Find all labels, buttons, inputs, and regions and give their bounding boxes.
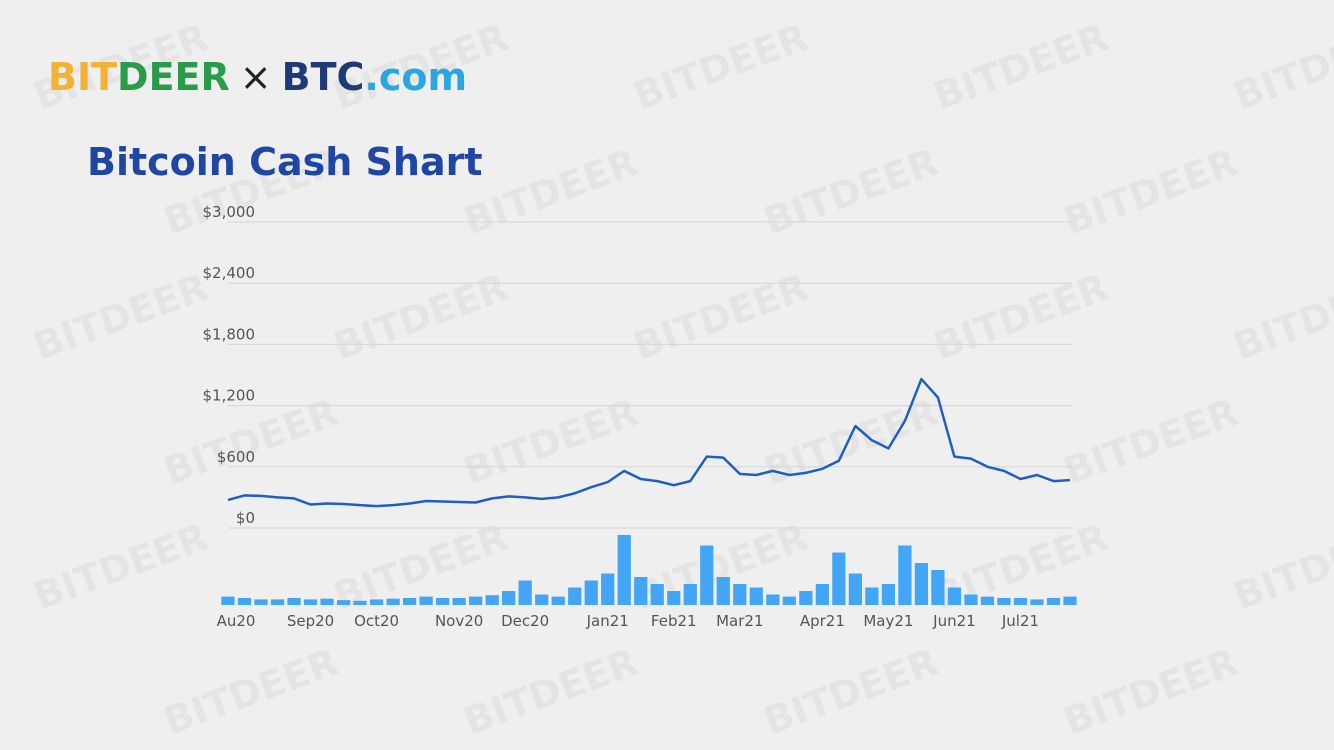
volume-bar	[221, 596, 235, 605]
volume-bar	[700, 545, 714, 605]
y-tick-label: $600	[217, 448, 255, 466]
watermark: BITDEER	[628, 265, 814, 369]
volume-bar	[601, 573, 615, 605]
volume-bar	[980, 596, 995, 605]
volume-bar	[964, 594, 978, 605]
volume-bar	[931, 570, 945, 605]
price-line	[227, 377, 1071, 508]
logo-bit: BIT	[48, 55, 117, 99]
y-tick-label: $1,800	[203, 325, 256, 343]
watermark: BITDEER	[458, 640, 644, 744]
volume-bar	[1063, 596, 1077, 605]
watermark: BITDEER	[1058, 390, 1244, 494]
volume-bar	[848, 573, 862, 605]
watermark: BITDEER	[1228, 15, 1334, 119]
watermark: BITDEER	[928, 265, 1114, 369]
volume-bar	[733, 584, 747, 605]
volume-bar	[452, 598, 466, 605]
volume-bar	[1013, 598, 1028, 605]
y-tick-label: $0	[236, 509, 255, 527]
volume-bar	[634, 577, 648, 605]
volume-bar	[766, 594, 780, 605]
watermark: BITDEER	[758, 140, 944, 244]
watermark: BITDEER	[458, 140, 644, 244]
watermarks: BITDEER BITDEER BITDEER BITDEER BITDEERBITDE…	[28, 15, 1334, 744]
volume-bar	[303, 599, 318, 605]
x-tick-label: Jun21	[932, 612, 976, 630]
watermark: BITDEER	[758, 640, 944, 744]
volume-bar	[667, 591, 681, 605]
volume-bar	[650, 584, 664, 605]
chart-title: Bitcoin Cash Shart	[87, 140, 483, 184]
watermark: BITDEER	[1228, 515, 1334, 619]
y-tick-label: $2,400	[203, 264, 256, 282]
watermark: BITDEER	[628, 15, 814, 119]
x-tick-label: Mar21	[716, 612, 763, 630]
watermark: BITDEER	[1058, 140, 1244, 244]
volume-bar	[518, 580, 532, 605]
watermark: BITDEER	[28, 265, 214, 369]
volume-bar	[336, 600, 351, 605]
volume-bar	[914, 563, 929, 605]
y-tick-label: $3,000	[203, 203, 256, 221]
volume-bar	[749, 587, 763, 605]
x-tick-label: Feb21	[651, 612, 697, 630]
logo-times: ×	[240, 55, 272, 99]
watermark: BITDEER	[1228, 265, 1334, 369]
volume-bar	[1046, 598, 1061, 605]
watermark: BITDEER	[28, 515, 214, 619]
volume-bar	[683, 584, 697, 605]
volume-bar	[469, 596, 483, 605]
volume-bar	[485, 595, 499, 605]
logo-btc: BTC	[282, 55, 365, 99]
x-tick-label: May21	[863, 612, 913, 630]
watermark: BITDEER	[1058, 640, 1244, 744]
volume-bar	[403, 598, 417, 605]
volume-bar	[270, 599, 285, 605]
volume-bar	[237, 598, 252, 605]
volume-bar	[832, 552, 846, 605]
watermark: BITDEER	[328, 265, 514, 369]
volume-bar	[287, 598, 301, 605]
volume-bar	[799, 591, 813, 605]
volume-bar	[436, 598, 450, 605]
x-tick-label: Nov20	[435, 612, 483, 630]
x-tick-label: Jan21	[586, 612, 629, 630]
volume-bar	[617, 535, 631, 605]
logo-com: .com	[364, 55, 467, 99]
volume-bar	[947, 587, 962, 605]
x-tick-label: Jul21	[1001, 612, 1039, 630]
volume-bar	[1030, 599, 1044, 605]
volume-bar	[584, 580, 598, 605]
volume-bar	[568, 587, 582, 605]
x-tick-label: Sep20	[287, 612, 334, 630]
volume-bar	[254, 599, 268, 605]
volume-bar	[997, 598, 1011, 605]
logo-deer: DEER	[117, 55, 230, 99]
logo: BITDEER × BTC.com	[48, 55, 467, 99]
volume-bar	[881, 584, 895, 605]
x-tick-label: Dec20	[501, 612, 549, 630]
x-tick-label: Apr21	[800, 612, 845, 630]
volume-bar	[419, 596, 433, 605]
x-tick-label: Oct20	[354, 612, 399, 630]
watermark: BITDEER	[928, 15, 1114, 119]
volume-bar	[535, 594, 549, 605]
volume-bar	[386, 598, 400, 605]
y-tick-label: $1,200	[203, 387, 256, 405]
volume-bar	[716, 577, 730, 605]
volume-bar	[782, 596, 796, 605]
volume-bar	[898, 545, 912, 605]
volume-bar	[353, 600, 367, 605]
volume-bar	[502, 591, 516, 605]
volume-bar	[320, 598, 334, 605]
x-tick-label: Au20	[217, 612, 256, 630]
volume-bar	[865, 587, 879, 605]
volume-bar	[369, 599, 384, 605]
volume-bar	[551, 596, 565, 605]
volume-bar	[815, 584, 829, 605]
watermark: BITDEER	[158, 640, 344, 744]
